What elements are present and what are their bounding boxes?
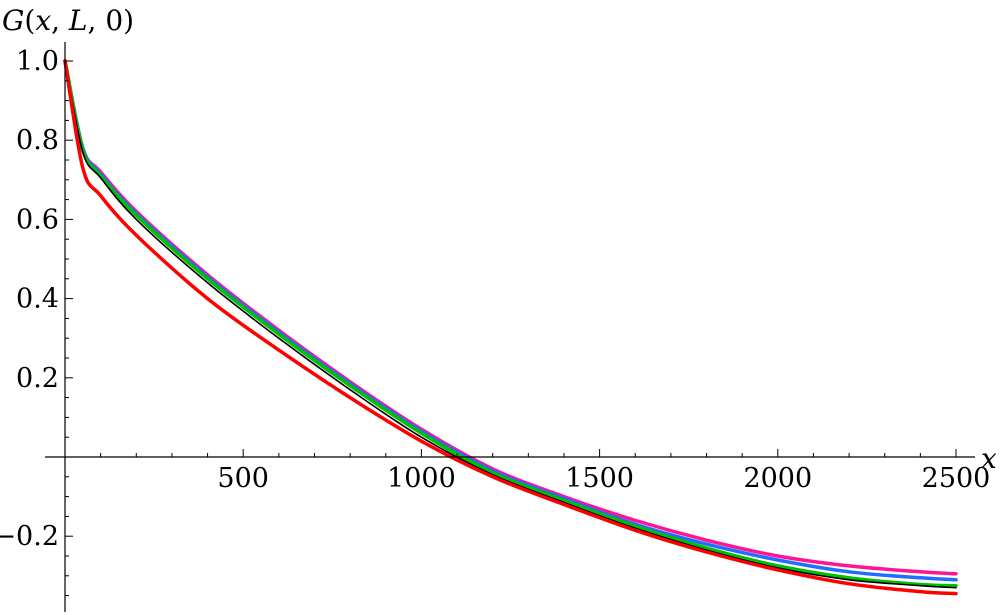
y-tick-label: 0.8 — [16, 125, 59, 156]
series-line-1 — [63, 59, 958, 576]
series-group — [63, 59, 958, 596]
y-tick-label: 1.0 — [16, 46, 59, 77]
x-axis-label: x — [981, 442, 997, 475]
x-tick-label: 2000 — [743, 463, 812, 494]
y-axis-label-part: L — [68, 4, 88, 37]
series-line-4 — [64, 60, 957, 589]
series-line-3 — [63, 59, 958, 588]
x-tick-label: 1000 — [387, 463, 456, 494]
y-tick-label: 0.4 — [16, 284, 59, 315]
y-axis-label-part: , — [88, 4, 106, 37]
y-axis-label-part: ( — [24, 4, 35, 37]
y-axis-label-part: x — [35, 4, 51, 37]
y-axis-label-part: G — [2, 4, 24, 37]
y-axis-label-part: , — [51, 4, 69, 37]
series-line-2 — [63, 59, 958, 582]
axes-group: 500 1000 1500 2000 2500 −0.2 0.2 0.4 0.6 0.8 1.0 — [0, 42, 990, 612]
labels-group: G(x, L, 0) x — [2, 4, 997, 475]
y-axis-label-part: 0 — [105, 4, 123, 37]
series-line-5 — [63, 59, 958, 596]
y-tick-label: 0.2 — [16, 363, 59, 394]
y-axis-label: G(x, L, 0) — [2, 4, 134, 37]
x-tick-label: 1500 — [565, 463, 634, 494]
y-axis-label-part: ) — [123, 4, 134, 37]
x-tick-label: 2500 — [922, 463, 991, 494]
x-tick-label: 500 — [217, 463, 269, 494]
y-tick-label: −0.2 — [0, 521, 59, 552]
y-tick-label: 0.6 — [16, 204, 59, 235]
